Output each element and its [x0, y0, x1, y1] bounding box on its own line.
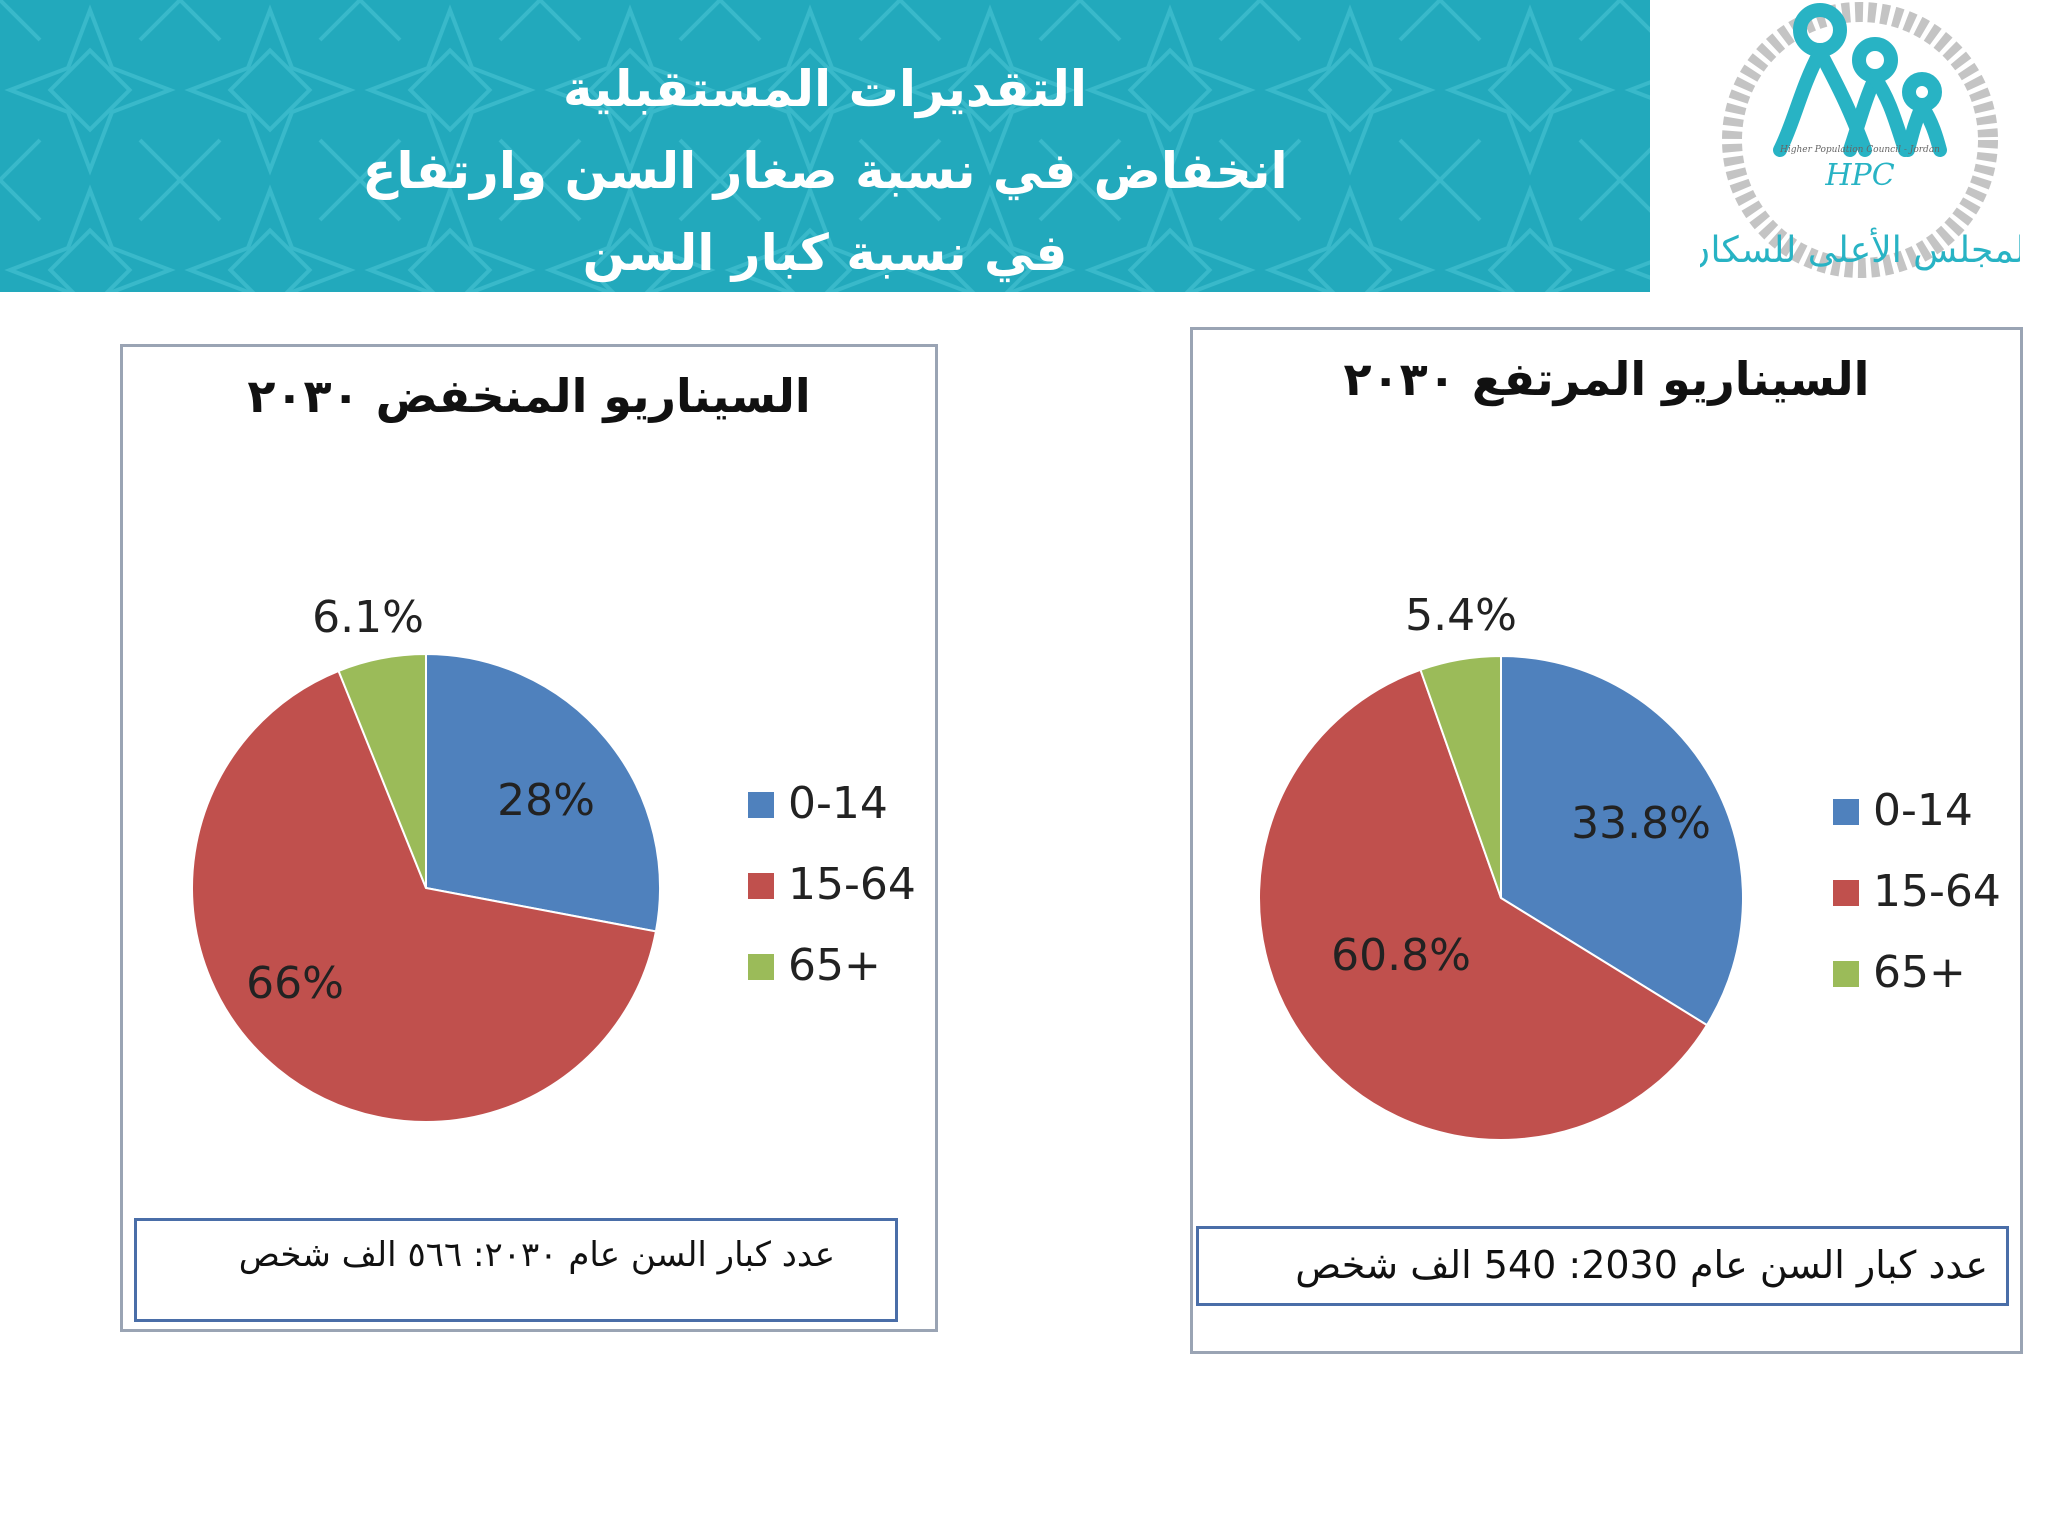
high-scenario-title: السيناريو المرتفع ٢٠٣٠ [1343, 352, 1870, 406]
slide-title: التقديرات المستقبلية انخفاض في نسبة صغار… [0, 48, 1650, 292]
title-line-3: في نسبة كبار السن [582, 224, 1068, 282]
data-label-65+: 5.4% [1405, 590, 1517, 641]
legend-label-0-14: 0-14 [1873, 785, 1973, 836]
data-label-15-64: 66% [246, 958, 344, 1009]
legend-label-65+: 65+ [1873, 947, 1966, 998]
title-line-2: انخفاض في نسبة صغار السن وارتفاع [362, 142, 1288, 200]
legend-swatch-0-14 [748, 792, 774, 818]
high-scenario-elderly-count: عدد كبار السن عام 2030: 540 الف شخص [1196, 1226, 2009, 1306]
header-banner: التقديرات المستقبلية انخفاض في نسبة صغار… [0, 0, 1650, 292]
pie-slice-15-64 [191, 669, 658, 1123]
high-scenario-pie-chart: 33.8% 60.8% 5.4% 0-14 15-64 65+ [1258, 590, 2001, 1141]
pie-slice-0-14 [425, 652, 661, 933]
pie-slice-15-64 [1258, 668, 1709, 1141]
legend-swatch-15-64 [1833, 880, 1859, 906]
legend-label-15-64: 15-64 [788, 859, 916, 910]
low-scenario-elderly-count: عدد كبار السن عام ٢٠٣٠: ٥٦٦ الف شخص [134, 1218, 898, 1322]
pie-slice-65+ [337, 652, 427, 889]
legend-swatch-65+ [748, 954, 774, 980]
pie-slice-65+ [1419, 654, 1502, 899]
logo-abbr: HPC [1824, 158, 1894, 193]
legend-label-65+: 65+ [788, 940, 881, 991]
data-label-65+: 6.1% [312, 592, 424, 643]
logo-arabic-name: المجلس الأعلى للسكان [1700, 227, 2020, 271]
data-label-15-64: 60.8% [1331, 930, 1471, 981]
low-scenario-title: السيناريو المنخفض ٢٠٣٠ [247, 369, 811, 423]
legend-swatch-0-14 [1833, 799, 1859, 825]
data-label-0-14: 33.8% [1571, 798, 1711, 849]
hpc-logo: Higher Population Council - Jordan HPC ا… [1700, 2, 2020, 278]
data-label-0-14: 28% [497, 775, 595, 826]
low-scenario-pie-chart: 28% 66% 6.1% 0-14 15-64 65+ [191, 592, 916, 1123]
low-scenario-panel: السيناريو المنخفض ٢٠٣٠ 28% 66% 6.1% 0-14 15-… [120, 344, 938, 1332]
legend-swatch-15-64 [748, 873, 774, 899]
legend-label-0-14: 0-14 [788, 778, 888, 829]
high-scenario-panel: السيناريو المرتفع ٢٠٣٠ 33.8% 60.8% 5.4% 0-1… [1190, 327, 2023, 1354]
legend-swatch-65+ [1833, 961, 1859, 987]
logo-caption: Higher Population Council - Jordan [1779, 145, 1940, 155]
legend-label-15-64: 15-64 [1873, 866, 2001, 917]
pie-slice-0-14 [1500, 654, 1744, 1027]
title-line-1: التقديرات المستقبلية [562, 60, 1088, 118]
banner-pattern [0, 0, 1650, 292]
